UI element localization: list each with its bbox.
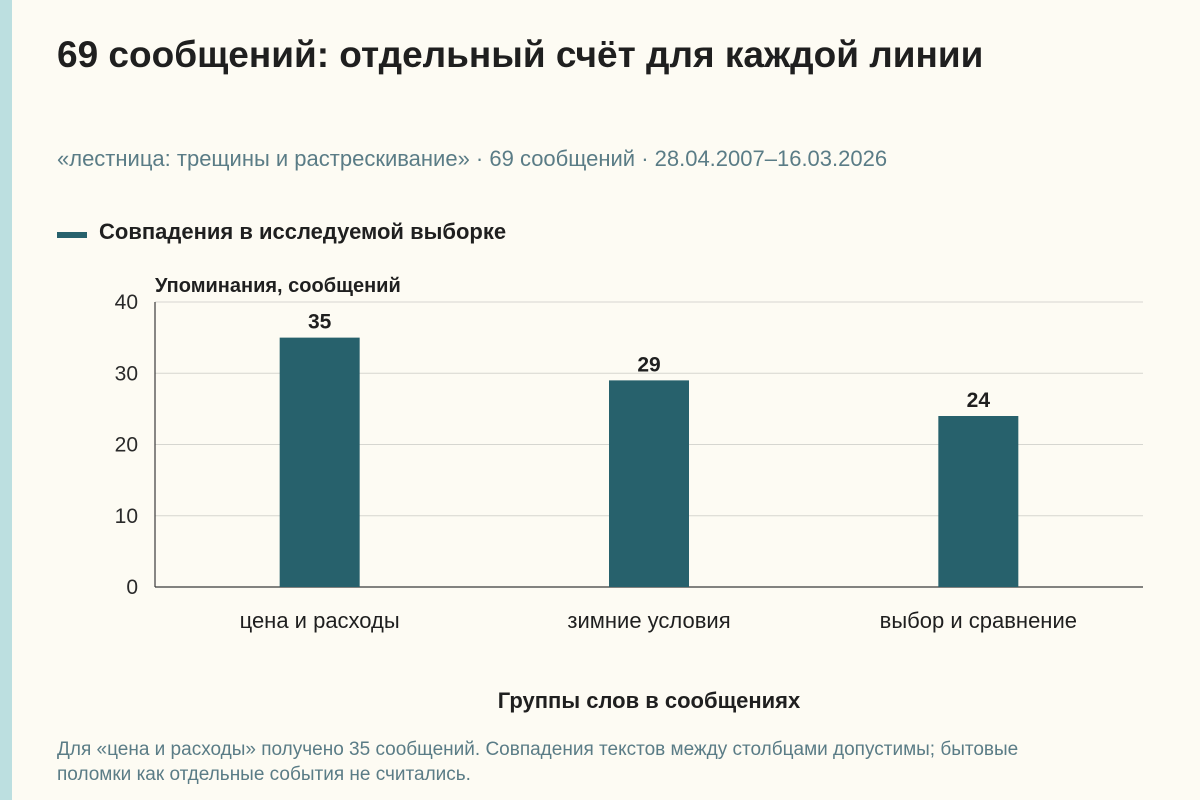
- legend-label: Совпадения в исследуемой выборке: [99, 219, 507, 244]
- x-tick-label: выбор и сравнение: [880, 608, 1077, 633]
- bar: [938, 416, 1019, 587]
- y-axis-title: Упоминания, сообщений: [155, 275, 401, 297]
- chart-title: 69 сообщений: отдельный счёт для каждой …: [57, 34, 984, 75]
- legend: Совпадения в исследуемой выборке: [57, 219, 506, 245]
- accent-stripe: [0, 0, 12, 800]
- bar: [279, 337, 360, 587]
- x-tick-label: цена и расходы: [240, 608, 400, 633]
- y-tick-label: 40: [115, 291, 138, 314]
- footnote: Для «цена и расходы» получено 35 сообщен…: [57, 739, 1019, 785]
- legend-swatch: [57, 232, 87, 238]
- bar-chart: 0 10 20 30 40 цена и расходы зимние условия выб…: [115, 275, 1143, 713]
- bars: 35 29 24: [279, 311, 1019, 587]
- y-tick-label: 20: [115, 434, 138, 457]
- y-tick-label: 0: [126, 576, 138, 599]
- x-axis-title: Группы слов в сообщениях: [498, 688, 801, 713]
- x-tick-label: зимние условия: [567, 608, 730, 633]
- chart-subtitle: «лестница: трещины и растрескивание» · 6…: [57, 146, 888, 171]
- y-tick-label: 30: [115, 362, 138, 385]
- data-label: 24: [967, 389, 991, 412]
- bar: [609, 380, 689, 587]
- y-tick-label: 10: [115, 505, 138, 528]
- data-label: 29: [637, 353, 660, 376]
- data-label: 35: [308, 311, 332, 334]
